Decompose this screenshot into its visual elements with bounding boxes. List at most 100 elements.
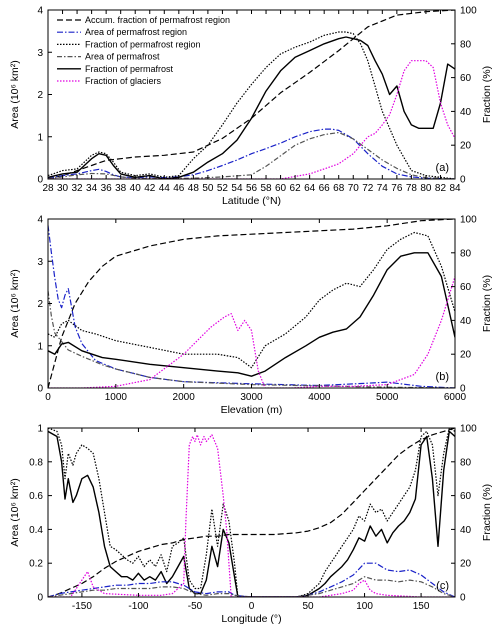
x-tick-label: 2000 <box>173 392 196 403</box>
x-tick-label: 0 <box>45 392 51 403</box>
series-line-area-of-permafrost <box>48 131 455 179</box>
x-tick-label: 40 <box>130 183 142 194</box>
series-line-fraction-of-permafrost-region <box>48 31 455 179</box>
x-tick-label: 78 <box>406 183 418 194</box>
series-line-fraction-of-glaciers <box>48 276 455 388</box>
x-tick-label: 80 <box>420 183 432 194</box>
y-left-axis-label: Area (10⁶ km²) <box>9 478 21 547</box>
y-left-tick-label: 4 <box>37 215 43 226</box>
legend-label: Fraction of permafrost region <box>85 39 201 49</box>
y-right-tick-label: 100 <box>460 6 477 17</box>
y-left-tick-label: 3 <box>37 48 43 59</box>
series-group <box>48 428 455 597</box>
x-tick-label: 38 <box>115 183 127 194</box>
series-line-fraction-of-permafrost <box>48 252 455 377</box>
x-tick-label: 72 <box>362 183 374 194</box>
y-right-tick-label: 40 <box>460 107 472 118</box>
y-left-tick-label: 1 <box>37 424 43 435</box>
legend-label: Area of permafrost region <box>85 27 187 37</box>
y-left-tick-label: 2 <box>37 90 43 101</box>
series-line-fraction-of-permafrost <box>48 36 455 179</box>
y-right-tick-label: 60 <box>460 282 472 293</box>
y-left-tick-label: 2 <box>37 299 43 310</box>
y-right-tick-label: 80 <box>460 457 472 468</box>
series-line-area-of-permafrost <box>48 576 455 597</box>
legend-label: Accum. fraction of permafrost region <box>85 15 230 25</box>
y-right-tick-label: 80 <box>460 248 472 259</box>
x-tick-label: 150 <box>413 601 430 612</box>
y-left-tick-label: 1 <box>37 132 43 143</box>
x-tick-label: 1000 <box>105 392 128 403</box>
y-right-tick-label: 100 <box>460 424 477 435</box>
legend: Accum. fraction of permafrost region Area… <box>57 15 230 86</box>
series-line-fraction-of-glaciers <box>48 434 455 597</box>
y-left-tick-label: 4 <box>37 6 43 17</box>
x-axis-label: Latitude (°N) <box>222 195 281 207</box>
y-right-tick-label: 20 <box>460 350 472 361</box>
y-right-tick-label: 60 <box>460 73 472 84</box>
x-tick-label: 50 <box>202 183 214 194</box>
x-tick-label: 70 <box>348 183 360 194</box>
series-line-area-of-permafrost-region <box>48 562 455 597</box>
y-right-tick-label: 40 <box>460 525 472 536</box>
y-right-axis-label: Fraction (%) <box>481 484 493 541</box>
x-axis-label: Longitude (°) <box>221 613 281 625</box>
x-tick-label: 42 <box>144 183 156 194</box>
y-left-tick-label: 3 <box>37 257 43 268</box>
panel-a: 28 30 32 34 36 38 40 42 44 46 48 50 52 54 56 58 60 62 64 66… <box>9 6 493 208</box>
y-right-tick-label: 40 <box>460 316 472 327</box>
x-tick-label: 66 <box>319 183 331 194</box>
x-tick-label: 82 <box>435 183 447 194</box>
y-right-tick-label: 20 <box>460 141 472 152</box>
x-tick-label: 48 <box>188 183 200 194</box>
x-tick-label: 74 <box>377 183 389 194</box>
series-line-accum-fraction-of-permafrost-region <box>48 428 455 597</box>
y-left-tick-label: 0.2 <box>29 559 43 570</box>
panel-label: (b) <box>436 371 449 383</box>
x-tick-label: 50 <box>302 601 314 612</box>
x-tick-label: -150 <box>72 601 92 612</box>
x-tick-label: 100 <box>356 601 373 612</box>
legend-label: Area of permafrost <box>85 52 160 62</box>
x-tick-label: 28 <box>42 183 54 194</box>
panel-label: (c) <box>436 580 449 592</box>
y-left-tick-label: 0 <box>37 593 43 604</box>
y-left-tick-label: 0 <box>37 384 43 395</box>
y-right-axis-label: Fraction (%) <box>481 275 493 332</box>
x-tick-label: 68 <box>333 183 345 194</box>
y-left-tick-label: 1 <box>37 341 43 352</box>
y-left-tick-label: 0.4 <box>29 525 43 536</box>
x-tick-label: 30 <box>57 183 69 194</box>
x-tick-label: 84 <box>449 183 461 194</box>
series-group <box>48 10 455 179</box>
series-line-fraction-of-permafrost-region <box>48 231 455 369</box>
y-right-tick-label: 20 <box>460 559 472 570</box>
legend-label: Fraction of glaciers <box>85 76 162 86</box>
x-tick-label: 3000 <box>240 392 263 403</box>
x-tick-label: 0 <box>249 601 255 612</box>
panel-c: -150 -100 -50 0 50 100 150 0 0.2 0.4 0.6 0.8 1 0 20 40 6… <box>9 424 493 626</box>
series-group <box>48 219 455 388</box>
legend-label: Fraction of permafrost <box>85 64 174 74</box>
series-line-accum-fraction-of-permafrost-region <box>48 219 455 388</box>
series-line-area-of-permafrost-region <box>48 128 455 179</box>
y-right-tick-label: 0 <box>460 593 466 604</box>
x-tick-label: 34 <box>86 183 98 194</box>
x-tick-label: 52 <box>217 183 229 194</box>
y-right-axis-label: Fraction (%) <box>481 66 493 123</box>
series-line-fraction-of-permafrost-region <box>48 428 455 597</box>
x-tick-label: 4000 <box>308 392 331 403</box>
panel-b: 0 1000 2000 3000 4000 5000 6000012340204060801… <box>9 215 493 417</box>
y-left-tick-label: 0.6 <box>29 491 43 502</box>
series-line-fraction-of-permafrost <box>48 430 455 597</box>
series-line-fraction-of-glaciers <box>48 60 455 179</box>
y-right-tick-label: 60 <box>460 491 472 502</box>
y-right-tick-label: 100 <box>460 215 477 226</box>
x-tick-label: -100 <box>128 601 148 612</box>
y-right-tick-label: 0 <box>460 384 466 395</box>
x-tick-label: 54 <box>231 183 243 194</box>
x-tick-label: 76 <box>391 183 403 194</box>
x-tick-label: -50 <box>188 601 203 612</box>
x-tick-label: 44 <box>159 183 171 194</box>
